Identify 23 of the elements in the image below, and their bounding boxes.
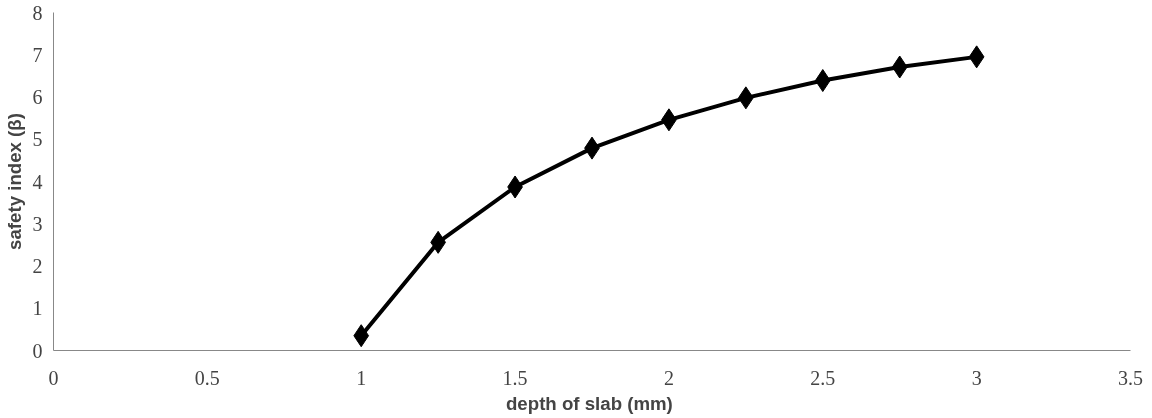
y-tick-label: 1 [32,297,43,320]
y-tick-label: 3 [32,212,43,235]
point [814,69,831,93]
x-tick-label: 1 [356,366,367,389]
y-tick-label: 4 [32,170,43,193]
y-tick-label: 5 [32,128,43,151]
y-tick-label: 8 [32,1,43,24]
point [891,55,908,79]
x-tick-label: 3 [971,366,982,389]
x-tick-label: 0.5 [194,366,220,389]
y-tick-label: 6 [32,86,43,108]
x-axis-title: depth of slab (mm) [505,392,673,414]
point [353,324,370,348]
x-tick-label: 1.5 [502,366,528,389]
x-tick-label: 2.5 [810,366,836,389]
y-tick-label: 7 [32,43,43,66]
x-tick-label: 3.5 [1118,366,1143,389]
y-axis-title: safety index (β) [3,113,25,250]
y-tick-label: 0 [32,339,43,362]
point [968,45,985,69]
x-tick-label: 0 [48,366,59,389]
y-tick-label: 2 [32,255,43,277]
x-tick-label: 2 [663,366,674,389]
